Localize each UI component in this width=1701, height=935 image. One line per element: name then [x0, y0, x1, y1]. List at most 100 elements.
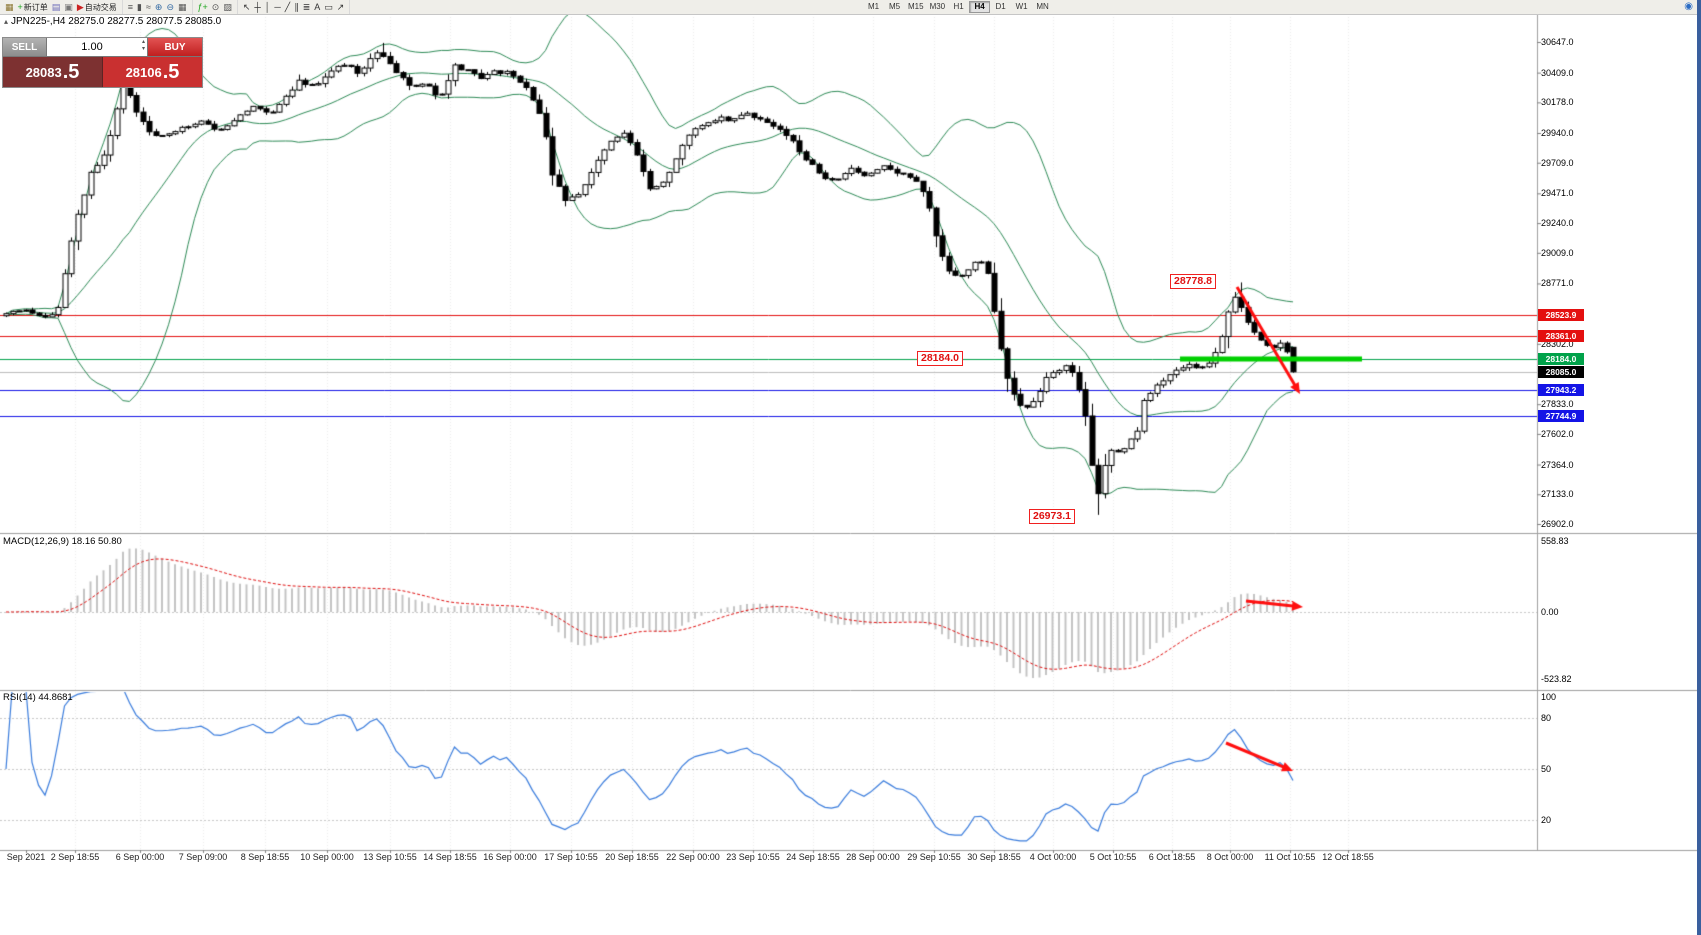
volume-up-icon[interactable]: ▴	[141, 39, 145, 45]
templates-icon[interactable]: ▨	[221, 1, 234, 13]
tile-windows-icon[interactable]: ▦	[176, 1, 189, 13]
symbol-info: ▴ JPN225-,H4 28275.0 28277.5 28077.5 2808…	[4, 16, 221, 27]
time-axis-label: 22 Sep 00:00	[666, 852, 720, 862]
shapes-icon[interactable]: ▭	[322, 1, 335, 13]
time-axis-label: 8 Oct 00:00	[1206, 852, 1254, 862]
new-order-button-label: 新订单	[23, 2, 48, 12]
price-line-label: 28523.9	[1538, 309, 1584, 322]
autotrade-button[interactable]: ▶ 自动交易	[75, 1, 119, 13]
toolbar-group: ≡ ▮ ≈ ⊕ ⊖ ▦	[123, 0, 193, 14]
one-click-toggle-icon[interactable]: ▴	[4, 17, 9, 26]
timeframe-button-w1[interactable]: W1	[1011, 1, 1032, 13]
price-axis-tick: 29009.0	[1541, 247, 1574, 258]
timeframe-button-m1[interactable]: M1	[863, 1, 884, 13]
toolbar-group: ▦ + 新订单 ▤ ▣ ▶ 自动交易	[0, 0, 123, 14]
volume-down-icon[interactable]: ▾	[141, 46, 145, 52]
cursor-icon-glyph: ↖	[242, 2, 251, 12]
buy-price-box[interactable]: 28106 .5	[103, 57, 202, 87]
macd-axis-tick: -523.82	[1541, 673, 1572, 684]
tile-windows-icon-glyph: ▦	[178, 2, 187, 12]
profiles-icon[interactable]: ▤	[50, 1, 63, 13]
crosshair-icon[interactable]: ┼	[252, 1, 262, 13]
cursor-icon[interactable]: ↖	[241, 1, 253, 13]
time-axis-label: 29 Sep 10:55	[907, 852, 961, 862]
zoom-out-icon-glyph: ⊖	[166, 2, 174, 12]
indicators-icon-glyph: ƒ+	[197, 2, 208, 12]
text-icon-glyph: A	[314, 2, 321, 12]
price-annotation-label[interactable]: 28778.8	[1170, 274, 1216, 289]
time-axis-label: 4 Oct 00:00	[1029, 852, 1077, 862]
fibonacci-icon[interactable]: ≣	[301, 1, 313, 13]
price-annotation-label[interactable]: 26973.1	[1029, 509, 1075, 524]
toolbar: ▦ + 新订单 ▤ ▣ ▶ 自动交易 ≡ ▮ ≈ ⊕ ⊖ ▦ ƒ+ ⊙ ▨ ↖ ┼ │ ─ ╱ ∥ ≣ A ▭ ↗ M1 M5 M15…	[0, 0, 1701, 15]
new-order-button[interactable]: + 新订单	[16, 1, 50, 13]
bar-chart-icon-glyph: ≡	[127, 2, 133, 12]
timeframe-button-m30[interactable]: M30	[927, 1, 949, 13]
price-line-label: 27943.2	[1538, 383, 1584, 396]
volume-input[interactable]	[47, 40, 147, 54]
time-axis-label: 14 Sep 18:55	[423, 852, 477, 862]
templates-icon-glyph: ▨	[223, 2, 232, 12]
buy-button[interactable]: BUY	[148, 38, 202, 56]
time-axis-label: 5 Oct 10:55	[1089, 852, 1137, 862]
sell-button[interactable]: SELL	[3, 38, 47, 56]
timeframe-button-h4[interactable]: H4	[969, 1, 991, 13]
line-chart-icon[interactable]: ≈	[144, 1, 153, 13]
timeframe-button-m5[interactable]: M5	[884, 1, 905, 13]
time-axis-label: 6 Sep 00:00	[115, 852, 165, 862]
price-line-label: 28184.0	[1538, 353, 1584, 365]
volume-spinner[interactable]: ▴ ▾	[142, 39, 145, 53]
arrow-tool-icon[interactable]: ↗	[335, 1, 347, 13]
channel-icon[interactable]: ∥	[292, 1, 301, 13]
time-axis-label: 23 Sep 10:55	[726, 852, 780, 862]
sell-price-decimal: .5	[62, 60, 80, 83]
symbol-ohlc-text: JPN225-,H4 28275.0 28277.5 28077.5 28085…	[11, 16, 222, 27]
price-axis-tick: 28302.0	[1541, 338, 1574, 349]
shapes-icon-glyph: ▭	[324, 2, 333, 12]
price-line-label: 28085.0	[1538, 365, 1584, 378]
trade-panel-top-row: SELL ▴ ▾ BUY	[3, 38, 202, 56]
price-axis-tick: 30647.0	[1541, 37, 1574, 47]
new-chart-icon[interactable]: ▦	[3, 1, 16, 13]
time-axis-label: 16 Sep 00:00	[483, 852, 537, 862]
text-icon[interactable]: A	[312, 1, 322, 13]
vertical-scrollbar[interactable]	[1697, 0, 1701, 935]
trendline-icon[interactable]: ╱	[283, 1, 292, 13]
periods-icon[interactable]: ⊙	[210, 1, 222, 13]
buy-price-main: 28106	[125, 64, 162, 80]
timeframe-button-mn[interactable]: MN	[1032, 1, 1053, 13]
price-axis-tick: 26902.0	[1541, 519, 1574, 529]
price-axis-tick: 27364.0	[1541, 459, 1574, 470]
zoom-in-icon[interactable]: ⊕	[153, 1, 165, 13]
window-icon[interactable]: ▣	[62, 1, 75, 13]
sell-price-box[interactable]: 28083 .5	[3, 57, 103, 87]
candlestick-chart-icon[interactable]: ▮	[135, 1, 144, 13]
time-axis-label: 13 Sep 10:55	[363, 852, 417, 862]
macd-axis-tick: 558.83	[1541, 536, 1569, 547]
horizontal-line-icon[interactable]: ─	[272, 1, 282, 13]
price-annotation-label[interactable]: 28184.0	[917, 351, 963, 366]
rsi-axis-tick: 50	[1541, 764, 1552, 774]
horizontal-line-icon-glyph: ─	[274, 2, 281, 12]
zoom-in-icon-glyph: ⊕	[154, 2, 163, 12]
price-axis-tick: 29240.0	[1541, 218, 1574, 229]
time-axis-label: 12 Oct 18:55	[1322, 852, 1374, 862]
fibonacci-icon-glyph: ≣	[302, 2, 311, 12]
one-click-trade-panel: SELL ▴ ▾ BUY 28083 .5 28106 .5	[2, 37, 203, 88]
timeframe-button-h1[interactable]: H1	[948, 1, 969, 13]
bar-chart-icon[interactable]: ≡	[126, 1, 135, 13]
price-line-label: 27744.9	[1538, 409, 1584, 422]
time-axis-label: 30 Sep 18:55	[967, 852, 1021, 862]
time-axis-label: 10 Sep 00:00	[300, 852, 354, 862]
vertical-line-icon[interactable]: │	[263, 1, 273, 13]
profiles-icon-glyph: ▤	[51, 2, 61, 12]
timeframe-button-d1[interactable]: D1	[990, 1, 1011, 13]
indicators-icon[interactable]: ƒ+	[196, 1, 210, 13]
community-icon[interactable]: ◉	[1684, 1, 1693, 12]
price-axis-tick: 29709.0	[1541, 157, 1574, 168]
arrow-tool-icon-glyph: ↗	[336, 2, 345, 12]
zoom-out-icon[interactable]: ⊖	[164, 1, 176, 13]
volume-field[interactable]: ▴ ▾	[47, 38, 148, 56]
timeframe-button-m15[interactable]: M15	[905, 1, 927, 13]
